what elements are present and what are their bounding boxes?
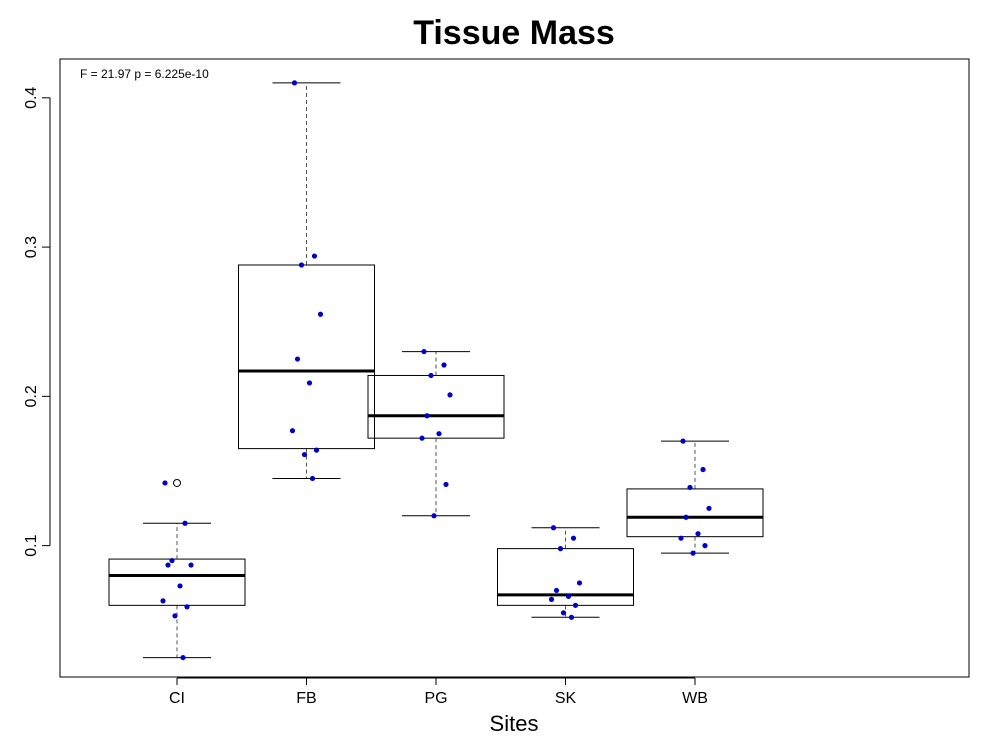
x-tick-label-PG: PG bbox=[424, 690, 447, 707]
boxplots bbox=[108, 82, 764, 659]
chart-title: Tissue Mass bbox=[413, 14, 615, 52]
x-tick-label-FB: FB bbox=[296, 690, 316, 707]
point-FB-2 bbox=[298, 262, 305, 268]
point-SK-0 bbox=[550, 525, 557, 531]
x-axis-label: Sites bbox=[490, 711, 539, 736]
x-tick-label-WB: WB bbox=[682, 690, 708, 707]
y-tick-label-0.2: 0.2 bbox=[23, 385, 40, 407]
point-CI-6 bbox=[160, 598, 166, 604]
boxplot-SK bbox=[497, 527, 634, 618]
point-FB-5 bbox=[306, 380, 313, 386]
point-FB-3 bbox=[317, 311, 324, 317]
plot-frame bbox=[59, 58, 970, 678]
point-PG-3 bbox=[447, 392, 453, 398]
point-FB-6 bbox=[289, 428, 296, 434]
point-CI-1 bbox=[182, 520, 188, 526]
data-points bbox=[160, 80, 712, 661]
point-SK-3 bbox=[576, 580, 583, 586]
point-WB-8 bbox=[690, 550, 696, 556]
box-CI bbox=[108, 558, 246, 606]
y-tick-label-0.1: 0.1 bbox=[23, 534, 40, 556]
y-tick-label-0.3: 0.3 bbox=[23, 236, 40, 258]
point-CI-8 bbox=[172, 613, 178, 619]
point-SK-5 bbox=[565, 593, 572, 599]
point-PG-6 bbox=[419, 435, 425, 441]
point-WB-0 bbox=[680, 438, 686, 444]
point-SK-4 bbox=[553, 587, 560, 594]
point-SK-9 bbox=[568, 614, 575, 620]
x-tick-label-SK: SK bbox=[555, 690, 577, 707]
point-PG-0 bbox=[421, 348, 427, 355]
box-SK bbox=[497, 548, 634, 606]
outlier-CI-0 bbox=[173, 478, 181, 487]
point-SK-1 bbox=[570, 535, 577, 541]
point-CI-0 bbox=[162, 480, 168, 486]
point-WB-6 bbox=[678, 535, 684, 541]
point-PG-2 bbox=[428, 372, 434, 379]
point-FB-4 bbox=[294, 356, 301, 362]
point-CI-9 bbox=[180, 654, 186, 661]
point-PG-4 bbox=[424, 413, 430, 419]
point-WB-2 bbox=[687, 484, 693, 491]
point-FB-1 bbox=[311, 253, 318, 259]
boxplot-CI bbox=[108, 478, 246, 659]
box-FB bbox=[238, 264, 375, 450]
point-WB-4 bbox=[683, 514, 689, 520]
anova-annotation: F = 21.97 p = 6.225e-10 bbox=[80, 67, 209, 81]
point-CI-5 bbox=[177, 583, 183, 589]
point-CI-7 bbox=[184, 604, 190, 610]
x-axis: CI FB PG SK WB bbox=[169, 677, 708, 707]
point-FB-9 bbox=[309, 475, 316, 482]
point-SK-2 bbox=[557, 546, 564, 552]
point-WB-5 bbox=[695, 531, 701, 537]
y-axis: 0.1 0.2 0.3 0.4 bbox=[23, 87, 51, 557]
box-PG bbox=[367, 374, 505, 439]
point-FB-7 bbox=[313, 447, 320, 453]
y-tick-label-0.4: 0.4 bbox=[23, 87, 40, 109]
point-SK-7 bbox=[572, 602, 579, 608]
point-SK-6 bbox=[548, 596, 555, 602]
point-SK-8 bbox=[560, 610, 567, 616]
point-PG-7 bbox=[443, 481, 449, 488]
point-WB-7 bbox=[702, 543, 708, 549]
point-CI-2 bbox=[169, 557, 175, 564]
point-CI-4 bbox=[165, 562, 171, 568]
point-WB-3 bbox=[706, 505, 712, 511]
point-FB-0 bbox=[291, 80, 298, 86]
point-PG-8 bbox=[431, 513, 437, 519]
boxplot-FB bbox=[238, 82, 375, 479]
point-PG-5 bbox=[436, 431, 442, 437]
boxplot-WB bbox=[626, 440, 764, 554]
point-FB-8 bbox=[301, 451, 308, 458]
x-tick-label-CI: CI bbox=[169, 690, 185, 707]
box-WB bbox=[626, 488, 764, 538]
point-CI-3 bbox=[188, 562, 194, 568]
point-PG-1 bbox=[441, 362, 447, 368]
boxplot-PG bbox=[367, 351, 505, 517]
point-WB-1 bbox=[700, 466, 706, 473]
